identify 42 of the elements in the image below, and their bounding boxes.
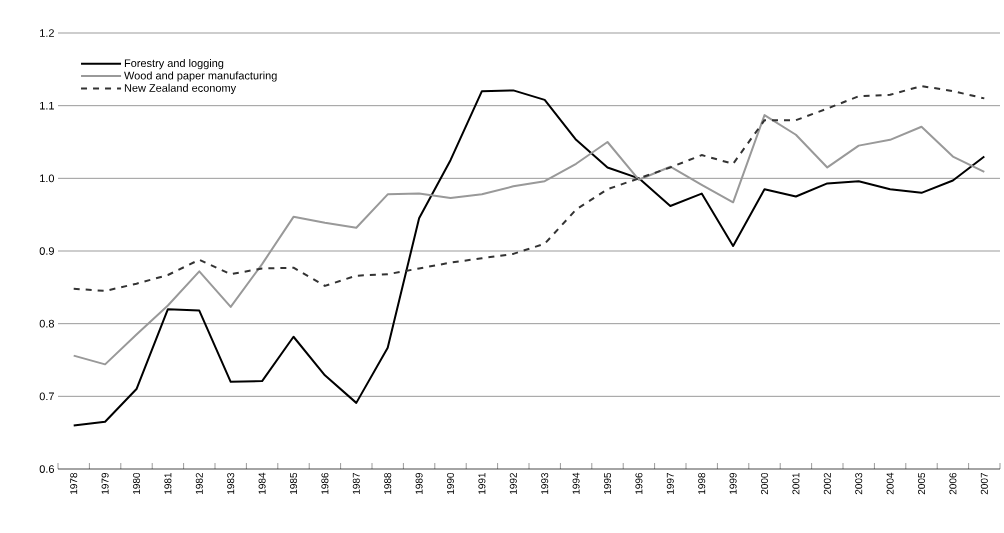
x-tick-label: 1982 [195,473,203,494]
legend-label: New Zealand economy [124,83,237,95]
x-tick-label: 2004 [886,472,894,495]
x-tick-label: 1997 [666,473,674,494]
x-tick-label: 1989 [415,472,423,494]
x-tick-label: 1987 [352,473,360,494]
x-tick-label: 1992 [509,473,517,494]
x-tick-label: 1985 [289,472,298,494]
legend-label: Wood and paper manufacturing [124,71,277,82]
x-tick-label: 2002 [823,473,831,495]
x-tick-label: 2005 [917,472,926,495]
x-tick-label: 1988 [384,472,392,494]
x-tick-label: 1999 [729,472,737,494]
y-tick-label: 1.1 [40,101,54,110]
x-tick-label: 2000 [760,472,769,495]
x-tick-label: 1981 [164,473,172,494]
x-tick-label: 1978 [70,472,78,494]
x-tick-label: 1979 [101,472,109,494]
legend-label: Forestry and logging [124,58,224,70]
x-tick-label: 1995 [603,472,612,494]
x-tick-label: 1996 [635,472,643,494]
y-tick-label: 0.6 [39,465,54,473]
x-tick-label: 1998 [698,472,706,494]
x-tick-label: 2001 [792,473,800,495]
x-tick-label: 1994 [572,472,580,494]
line-series [72,85,986,292]
x-tick-label: 2003 [855,472,863,495]
y-tick-label: 0.9 [39,247,54,255]
y-tick-label: 0.7 [39,392,54,401]
line-series [72,114,986,366]
y-tick-label: 1.0 [40,174,55,183]
x-tick-label: 1990 [446,472,455,494]
x-tick-label: 1993 [541,472,549,494]
x-tick-label: 2006 [949,472,957,495]
x-tick-label: 1991 [478,473,486,494]
x-tick-label: 1986 [321,472,329,494]
x-tick-label: 1980 [132,472,141,494]
y-tick-label: 1.2 [40,29,54,37]
x-tick-label: 1983 [227,472,235,494]
x-tick-label: 1984 [258,472,266,494]
y-tick-label: 0.8 [39,319,54,328]
x-tick-label: 2007 [980,473,988,495]
